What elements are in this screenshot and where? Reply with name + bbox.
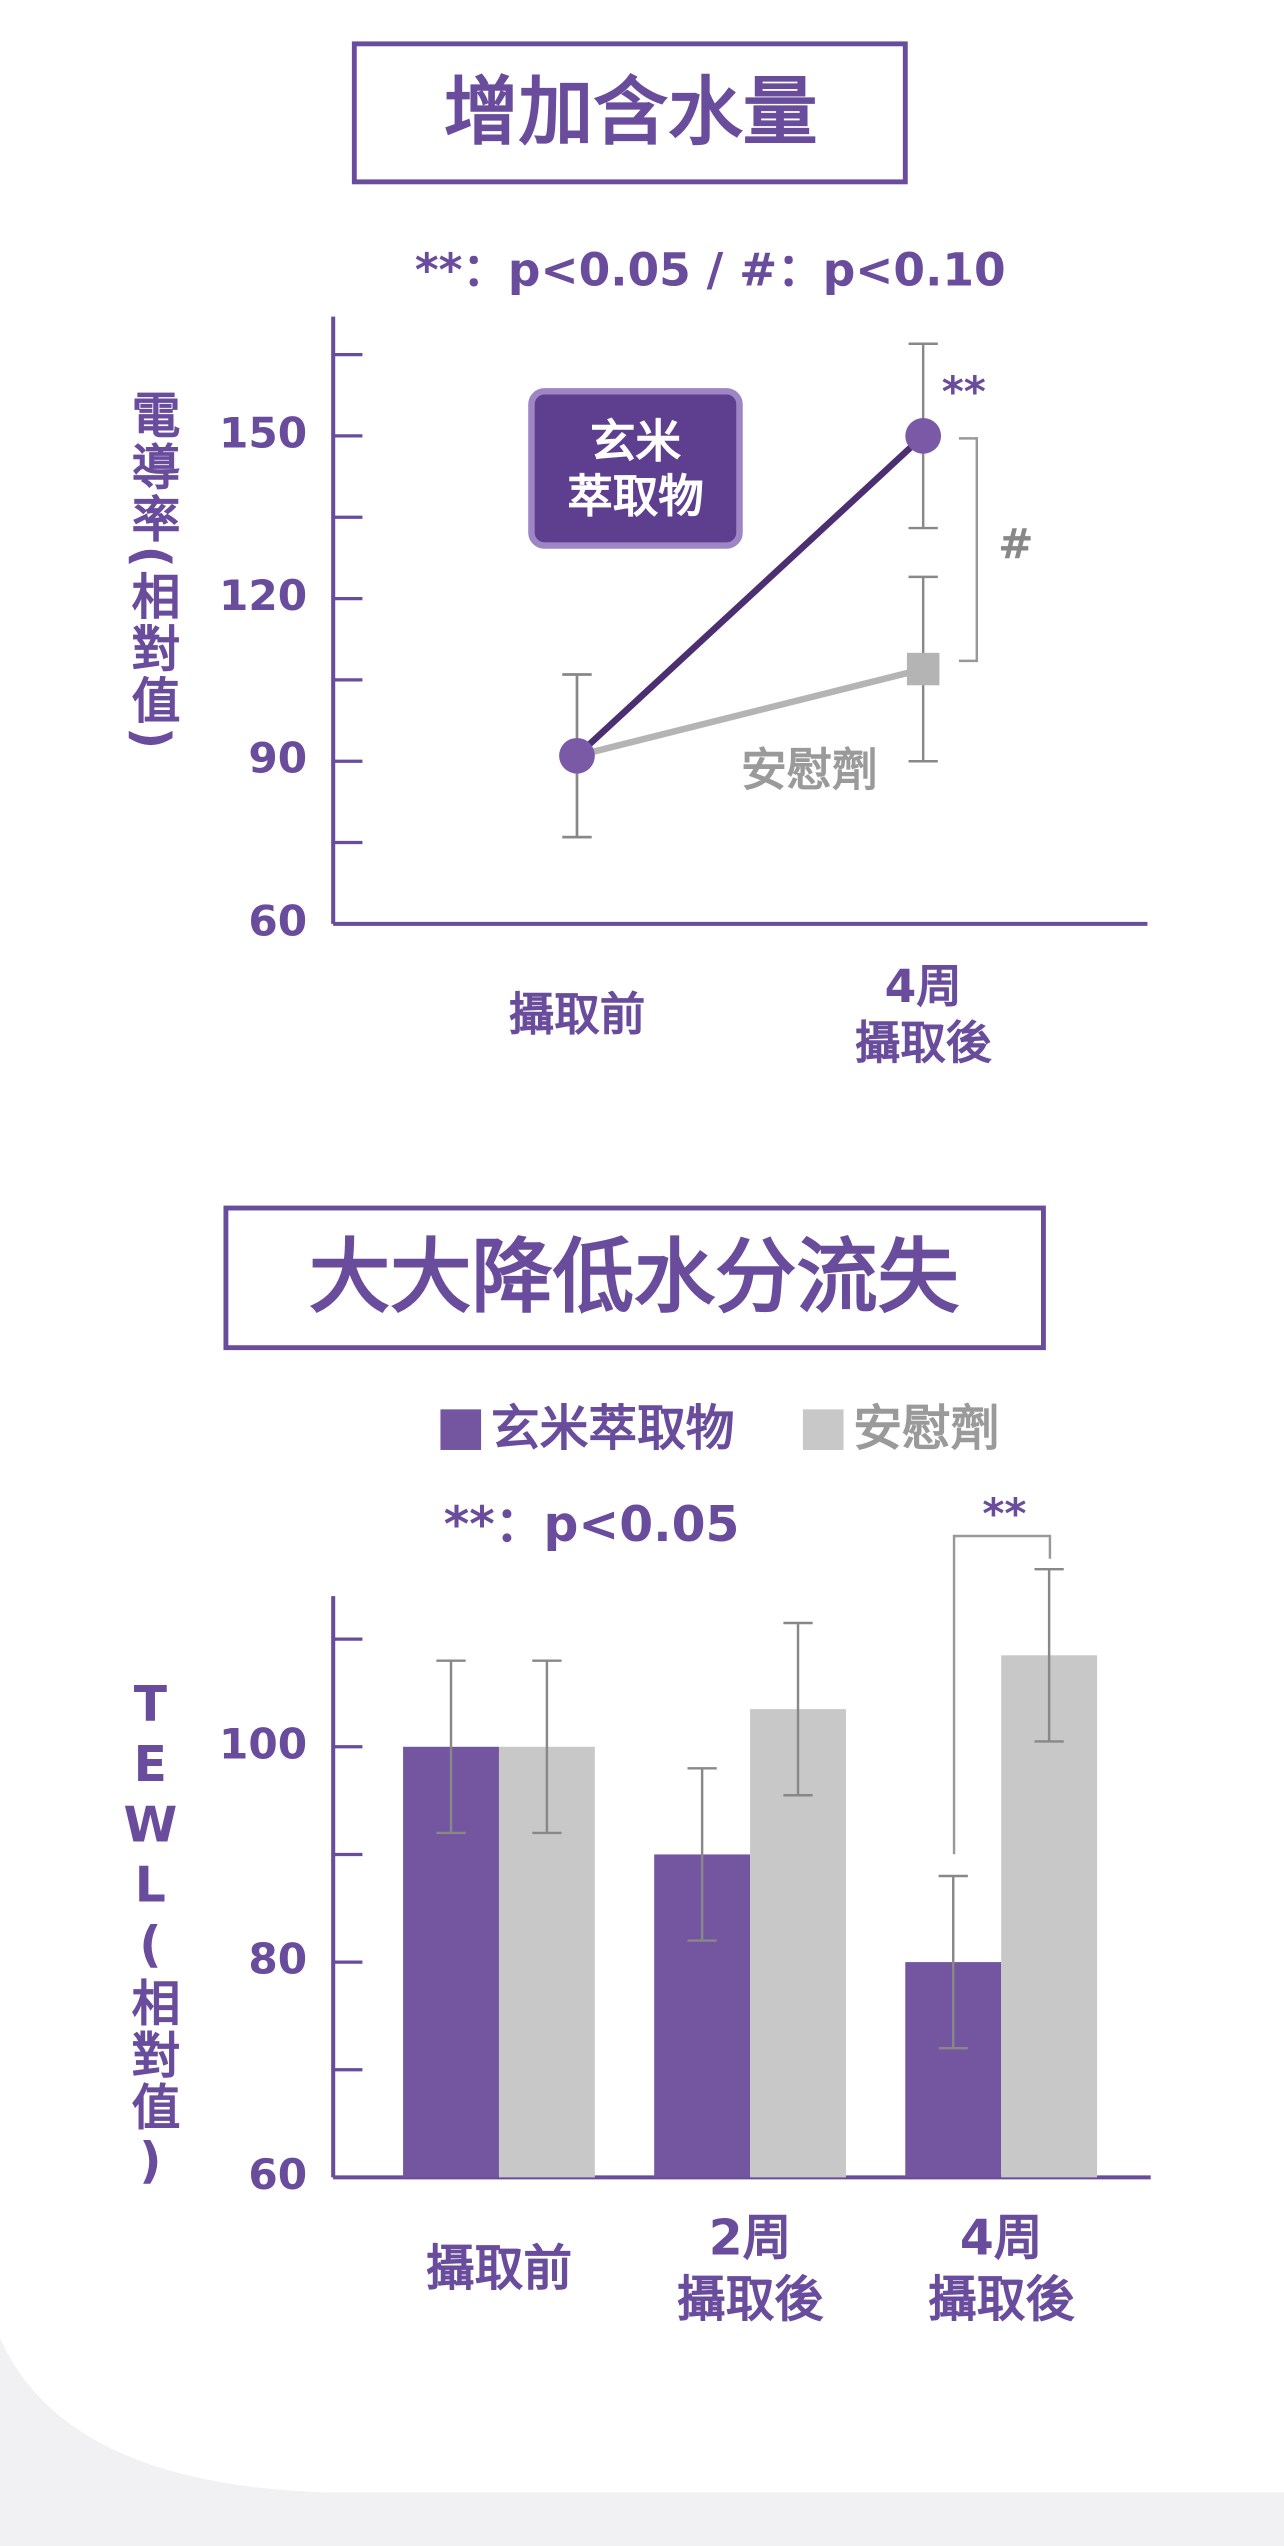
y-axis-label: 電導率(相對值): [121, 389, 179, 753]
x-tick-label: 2周 攝取後: [676, 2210, 824, 2329]
annotation: **：p<0.05: [444, 1497, 740, 1553]
y-tick-label: 150: [219, 408, 307, 457]
significance: **: [942, 367, 986, 416]
title-box: [223, 1205, 1046, 1351]
x-tick-label: 攝取前: [425, 2241, 573, 2298]
y-axis-label: TEWL(相對值): [121, 1677, 179, 2194]
legend-label: 玄米萃取物: [491, 1401, 735, 1457]
y-tick-label: 120: [219, 571, 307, 620]
legend-box: [528, 388, 743, 549]
marker: [905, 418, 942, 454]
significance-bracket: [952, 1534, 1052, 1855]
marker: [906, 652, 940, 686]
y-tick-label: 60: [248, 2150, 307, 2199]
significance: #: [998, 520, 1033, 569]
x-tick-label: 4周 攝取後: [928, 2210, 1075, 2329]
y-tick-label: 100: [219, 1719, 307, 1768]
legend-swatch: [802, 1409, 844, 1450]
annotation: **：p<0.05 / #：p<0.10: [415, 243, 1006, 296]
legend-label: 安慰劑: [853, 1401, 999, 1457]
y-tick-label: 60: [248, 896, 307, 945]
series-line: [574, 433, 926, 759]
decor-swoosh: [0, 2338, 1284, 2546]
title-box: [351, 41, 908, 185]
marker: [559, 737, 595, 774]
legend-label: 安慰劑: [741, 743, 877, 796]
x-tick-label: 攝取前: [508, 988, 646, 1042]
y-tick-label: 80: [248, 1935, 307, 1984]
significance: **: [982, 1489, 1026, 1538]
legend-label: 玄米 萃取物: [567, 414, 704, 523]
chart-title: 增加含水量: [444, 68, 818, 155]
chart-title: 大大降低水分流失: [309, 1231, 960, 1325]
x-tick-label: 4周 攝取後: [854, 959, 992, 1071]
legend-swatch: [440, 1409, 482, 1450]
significance-bracket: [958, 437, 979, 663]
y-tick-label: 90: [248, 734, 307, 783]
series-line: [576, 665, 924, 759]
